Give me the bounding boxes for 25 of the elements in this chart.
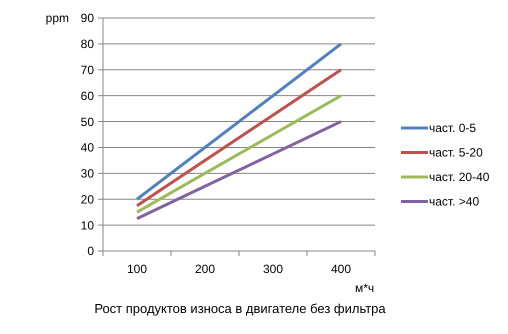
legend-label: част. 20-40 [429, 170, 490, 184]
text: Рост продуктов износа в двигателе без фильтра [94, 301, 386, 316]
x-tick-label: 400 [330, 262, 352, 276]
y-tick-label: 40 [80, 140, 94, 155]
legend-label: част. 5-20 [429, 146, 484, 160]
y-axis-title: ppm [46, 11, 70, 25]
y-tick-label: 50 [80, 114, 94, 129]
line-series [136, 42, 342, 201]
y-tick-label: 60 [80, 88, 94, 103]
x-tick-label: 300 [262, 262, 284, 276]
line-series [136, 68, 342, 208]
line-series [136, 94, 342, 214]
legend-label: част. 0-5 [429, 121, 476, 136]
y-tick-label: 30 [80, 166, 94, 181]
y-tick-label: 10 [80, 218, 94, 232]
y-tick-label: 20 [80, 192, 94, 206]
legend-label: част. >40 [429, 194, 480, 209]
x-tick-label: 100 [126, 262, 148, 276]
x-tick-label: 200 [194, 262, 216, 276]
y-tick-label: 70 [80, 62, 94, 77]
y-tick-label: 90 [80, 11, 94, 26]
x-axis-title: м*ч [355, 281, 374, 295]
y-tick-label: 0 [87, 244, 94, 258]
y-tick-label: 80 [80, 37, 94, 52]
line-series [136, 120, 342, 220]
